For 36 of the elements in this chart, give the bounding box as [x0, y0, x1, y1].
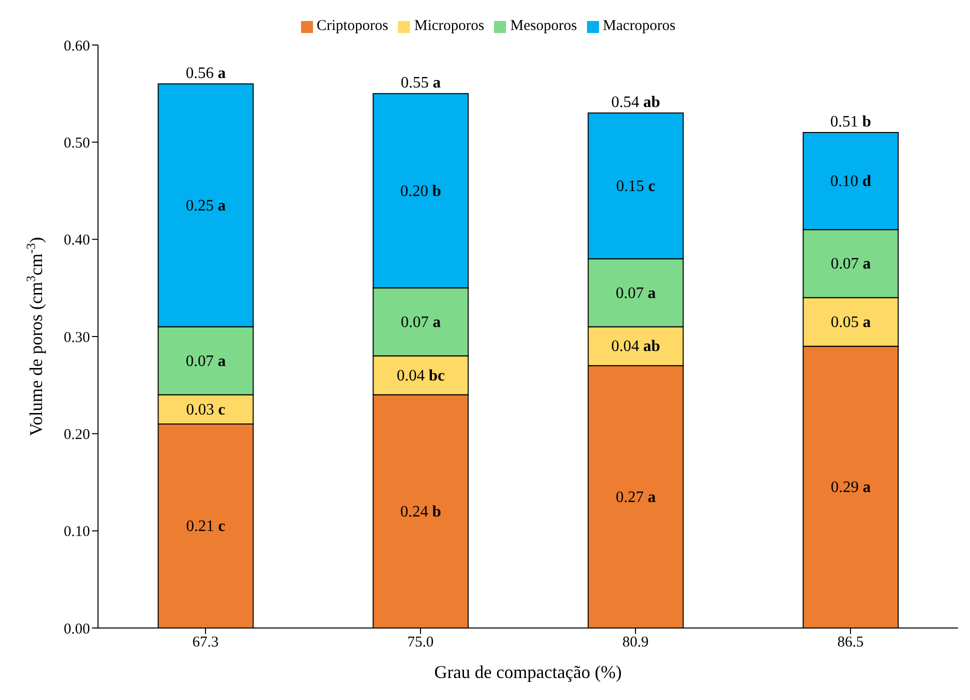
total-label: 0.54 ab: [611, 94, 660, 112]
data-label: 0.05 a: [830, 313, 871, 330]
y-tick-label: 0.40: [64, 232, 90, 249]
data-label: 0.24 b: [400, 502, 442, 520]
x-tick-label: 80.9: [622, 634, 649, 651]
x-tick-label: 75.0: [407, 634, 434, 651]
data-label: 0.07 a: [400, 313, 441, 330]
legend-label: Microporos: [414, 18, 484, 34]
y-tick-label: 0.20: [64, 426, 90, 443]
legend-label: Macroporos: [602, 18, 676, 34]
x-axis-title: Grau de compactação (%): [434, 662, 622, 682]
y-tick-label: 0.00: [64, 621, 90, 638]
data-label: 0.07 a: [830, 255, 871, 272]
data-label: 0.21 c: [186, 517, 226, 534]
data-label: 0.10 d: [830, 172, 872, 190]
data-label: 0.03 c: [186, 400, 226, 418]
y-tick-label: 0.10: [64, 524, 90, 540]
x-tick-label: 86.5: [837, 634, 864, 651]
data-label: 0.20 b: [400, 182, 442, 200]
data-label: 0.07 a: [616, 284, 656, 302]
data-label: 0.29 a: [830, 478, 871, 496]
y-tick-label: 0.30: [64, 330, 90, 346]
data-label: 0.07 a: [186, 352, 226, 370]
total-label: 0.51 b: [830, 113, 872, 130]
data-label: 0.27 a: [616, 488, 656, 506]
y-tick-label: 0.50: [64, 135, 90, 152]
x-tick-label: 67.3: [192, 634, 219, 651]
total-label: 0.55 a: [400, 74, 441, 92]
legend-label: Criptoporos: [316, 18, 388, 34]
y-tick-label: 0.60: [64, 38, 90, 54]
data-label: 0.04 ab: [611, 338, 660, 355]
data-label: 0.15 c: [616, 177, 656, 194]
total-label: 0.56 a: [186, 64, 226, 82]
legend-label: Mesoporos: [510, 18, 577, 34]
data-label: 0.25 a: [186, 196, 226, 214]
data-label: 0.04 bc: [396, 366, 445, 384]
